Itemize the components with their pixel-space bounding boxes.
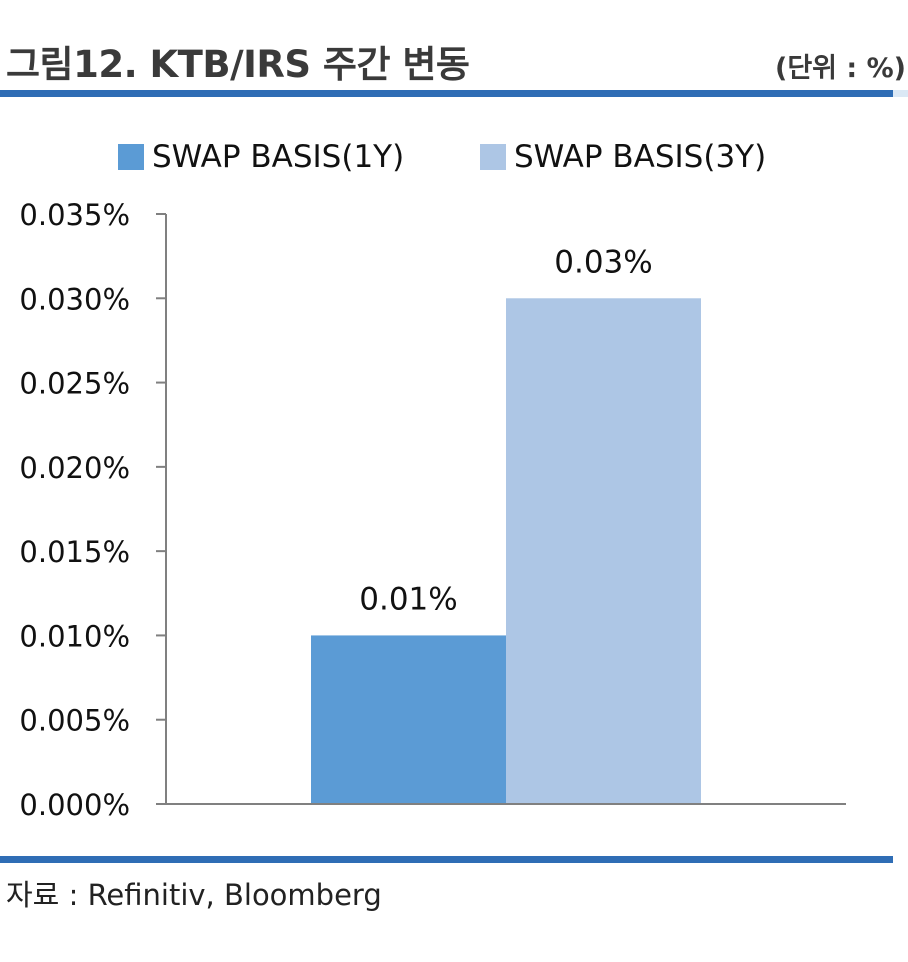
legend-label-1y: SWAP BASIS(1Y) bbox=[152, 139, 404, 175]
bar-swap-basis-1y bbox=[311, 635, 506, 804]
y-axis: 0.000% 0.005% 0.010% 0.015% 0.020% 0.025% 0.03… bbox=[19, 198, 167, 822]
y-tick-label: 0.025% bbox=[19, 367, 130, 401]
bar-swap-basis-3y bbox=[506, 298, 701, 804]
y-tick-label: 0.035% bbox=[19, 198, 130, 232]
footer-divider bbox=[0, 856, 893, 863]
y-tick-label: 0.000% bbox=[19, 788, 130, 822]
chart-header: 그림12. KTB/IRS 주간 변동 (단위 : %) bbox=[0, 0, 908, 100]
legend-swatch-3y bbox=[480, 144, 506, 170]
bar-chart: SWAP BASIS(1Y) SWAP BASIS(3Y) 0.000%0.00… bbox=[19, 139, 846, 822]
y-tick-label: 0.005% bbox=[19, 704, 130, 738]
source-note: 자료 : Refinitiv, Bloomberg bbox=[6, 878, 382, 912]
y-tick-label: 0.015% bbox=[19, 535, 130, 569]
legend-swatch-1y bbox=[118, 144, 144, 170]
legend: SWAP BASIS(1Y) SWAP BASIS(3Y) bbox=[118, 139, 766, 175]
legend-label-3y: SWAP BASIS(3Y) bbox=[514, 139, 766, 175]
y-tick-label: 0.010% bbox=[19, 619, 130, 653]
unit-label: (단위 : %) bbox=[774, 53, 906, 84]
data-label-1y: 0.01% bbox=[359, 581, 457, 617]
bars bbox=[311, 298, 701, 804]
data-label-3y: 0.03% bbox=[554, 244, 652, 280]
data-labels: 0.01% 0.03% bbox=[359, 244, 652, 617]
y-tick-label: 0.030% bbox=[19, 282, 130, 316]
header-divider bbox=[0, 90, 893, 97]
chart-title: 그림12. KTB/IRS 주간 변동 bbox=[6, 43, 470, 86]
header-divider-tail bbox=[893, 90, 908, 97]
y-tick-label: 0.020% bbox=[19, 451, 130, 485]
